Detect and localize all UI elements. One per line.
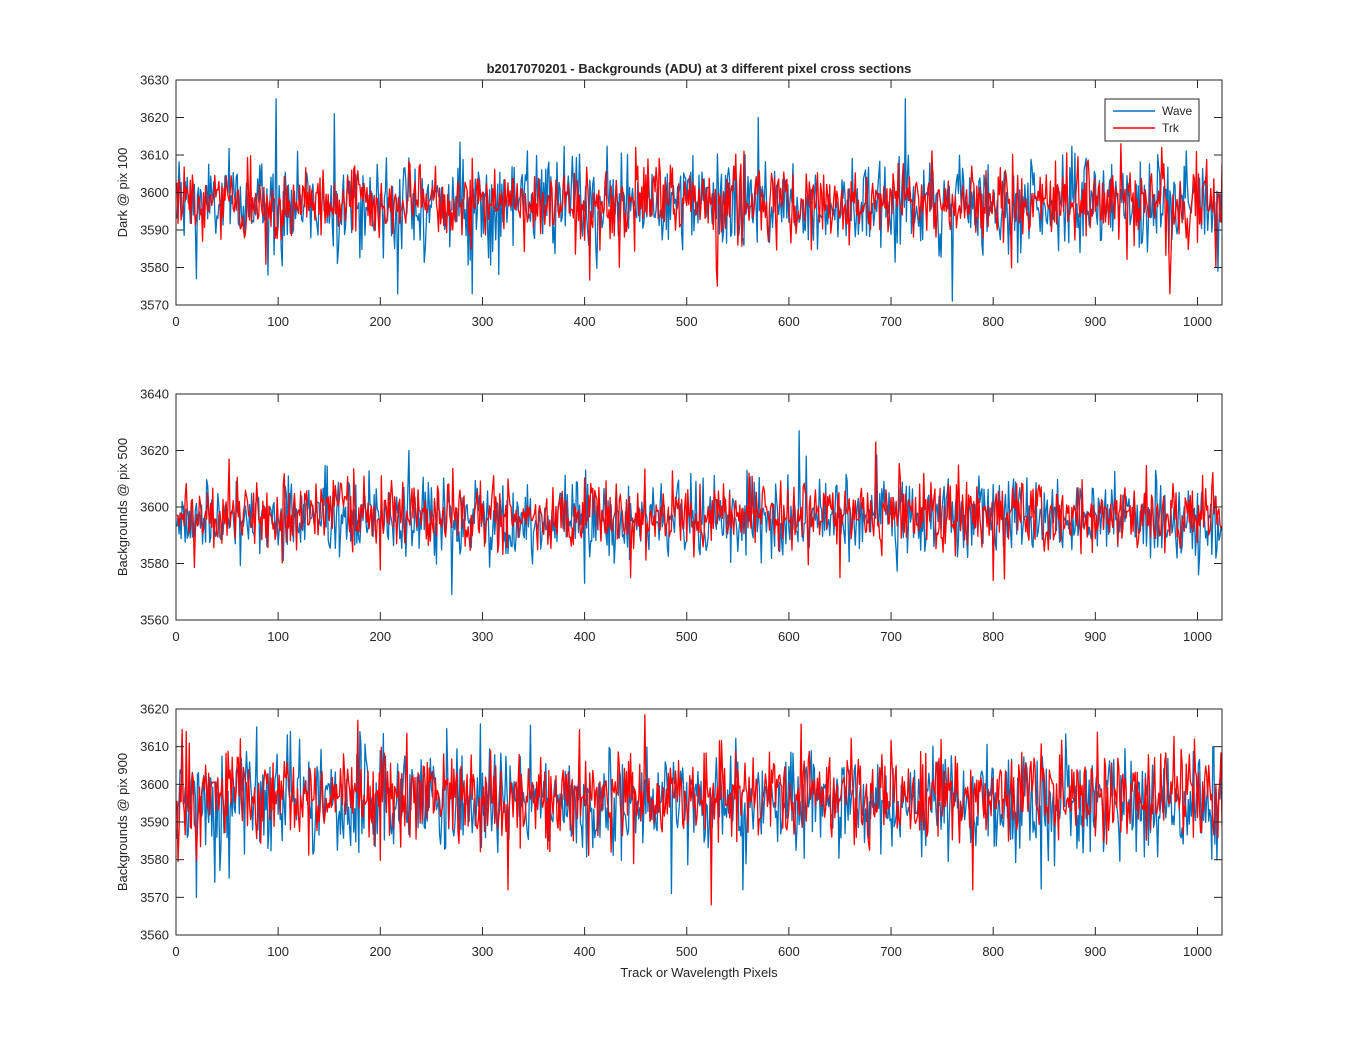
legend-label-trk: Trk bbox=[1162, 121, 1180, 135]
y-tick-label-3-3620: 3620 bbox=[140, 702, 169, 717]
x-tick-label-1-700: 700 bbox=[880, 314, 902, 329]
x-tick-label-2-200: 200 bbox=[369, 629, 391, 644]
y-tick-label-2-3620: 3620 bbox=[140, 443, 169, 458]
x-tick-label-3-400: 400 bbox=[574, 944, 596, 959]
x-tick-label-3-900: 900 bbox=[1084, 944, 1106, 959]
x-tick-label-3-100: 100 bbox=[267, 944, 289, 959]
x-tick-label-1-100: 100 bbox=[267, 314, 289, 329]
x-tick-label-3-1000: 1000 bbox=[1183, 944, 1212, 959]
x-tick-label-1-600: 600 bbox=[778, 314, 800, 329]
figure-title: b2017070201 - Backgrounds (ADU) at 3 dif… bbox=[487, 61, 912, 76]
x-tick-label-1-800: 800 bbox=[982, 314, 1004, 329]
legend-label-wave: Wave bbox=[1162, 104, 1193, 118]
x-tick-label-3-200: 200 bbox=[369, 944, 391, 959]
x-tick-label-1-1000: 1000 bbox=[1183, 314, 1212, 329]
x-tick-label-2-1000: 1000 bbox=[1183, 629, 1212, 644]
y-tick-label-1-3620: 3620 bbox=[140, 110, 169, 125]
y-tick-label-3-3600: 3600 bbox=[140, 777, 169, 792]
x-tick-label-2-700: 700 bbox=[880, 629, 902, 644]
series-line-trk-panel-3 bbox=[176, 714, 1222, 906]
y-axis-label-2: Backgrounds @ pix 500 bbox=[115, 438, 130, 576]
y-tick-label-1-3590: 3590 bbox=[140, 223, 169, 238]
x-axis-label: Track or Wavelength Pixels bbox=[620, 965, 778, 980]
x-tick-label-2-400: 400 bbox=[574, 629, 596, 644]
y-axis-label-1: Dark @ pix 100 bbox=[115, 148, 130, 238]
y-tick-label-1-3630: 3630 bbox=[140, 73, 169, 88]
x-tick-label-1-900: 900 bbox=[1084, 314, 1106, 329]
y-tick-label-2-3560: 3560 bbox=[140, 613, 169, 628]
x-tick-label-2-800: 800 bbox=[982, 629, 1004, 644]
y-tick-label-1-3570: 3570 bbox=[140, 298, 169, 313]
y-tick-label-3-3590: 3590 bbox=[140, 815, 169, 830]
subplot-2: 0 100 200 300 400 500 600 700 800 900 1000 3560 3580… bbox=[115, 387, 1223, 644]
x-tick-label-1-400: 400 bbox=[574, 314, 596, 329]
x-tick-label-1-500: 500 bbox=[676, 314, 698, 329]
series-line-wave-panel-3 bbox=[176, 723, 1222, 898]
y-tick-label-3-3570: 3570 bbox=[140, 890, 169, 905]
y-tick-label-3-3560: 3560 bbox=[140, 928, 169, 943]
y-tick-label-1-3610: 3610 bbox=[140, 148, 169, 163]
x-tick-label-2-100: 100 bbox=[267, 629, 289, 644]
x-tick-label-2-0: 0 bbox=[172, 629, 179, 644]
y-tick-label-2-3640: 3640 bbox=[140, 387, 169, 402]
x-tick-label-2-900: 900 bbox=[1084, 629, 1106, 644]
x-tick-label-2-500: 500 bbox=[676, 629, 698, 644]
panels: 0 100 200 300 400 500 600 700 800 900 100035703580… bbox=[115, 73, 1223, 959]
legend: Wave Trk bbox=[1104, 98, 1200, 142]
x-tick-label-3-300: 300 bbox=[472, 944, 494, 959]
x-tick-label-3-600: 600 bbox=[778, 944, 800, 959]
x-tick-label-1-0: 0 bbox=[172, 314, 179, 329]
y-tick-label-3-3610: 3610 bbox=[140, 739, 169, 754]
y-tick-label-1-3580: 3580 bbox=[140, 260, 169, 275]
x-tick-label-2-600: 600 bbox=[778, 629, 800, 644]
x-tick-label-1-200: 200 bbox=[369, 314, 391, 329]
subplot-1: 0 100 200 300 400 500 600 700 800 900 1000 3570 3580… bbox=[115, 73, 1223, 329]
x-tick-label-3-800: 800 bbox=[982, 944, 1004, 959]
legend-box bbox=[1104, 98, 1200, 142]
subplot-3: 0 100 200 300 400 500 600 700 800 900 1000 3560 3570… bbox=[115, 702, 1223, 959]
series-line-trk-panel-2 bbox=[176, 441, 1222, 582]
x-tick-label-3-700: 700 bbox=[880, 944, 902, 959]
y-tick-label-1-3600: 3600 bbox=[140, 185, 169, 200]
x-tick-label-1-300: 300 bbox=[472, 314, 494, 329]
series-line-trk-panel-1 bbox=[176, 143, 1222, 295]
x-tick-label-2-300: 300 bbox=[472, 629, 494, 644]
x-tick-label-3-500: 500 bbox=[676, 944, 698, 959]
y-tick-label-2-3580: 3580 bbox=[140, 556, 169, 571]
x-tick-label-3-0: 0 bbox=[172, 944, 179, 959]
y-axis-label-3: Backgrounds @ pix 900 bbox=[115, 753, 130, 891]
y-tick-label-3-3580: 3580 bbox=[140, 852, 169, 867]
y-tick-label-2-3600: 3600 bbox=[140, 500, 169, 515]
